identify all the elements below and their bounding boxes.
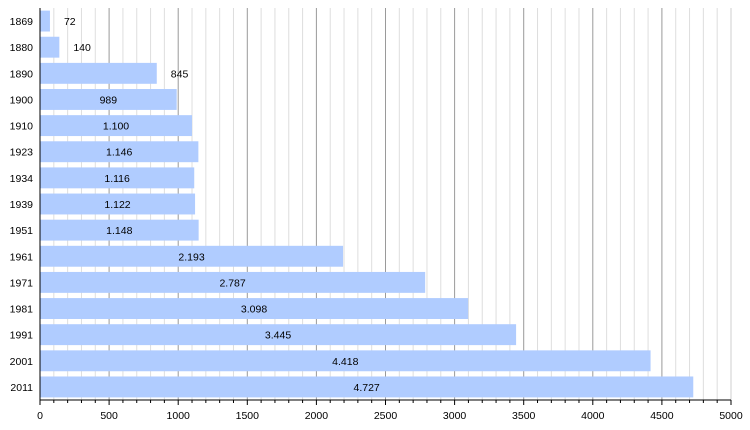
value-label-1981: 3.098 [241,304,267,316]
bar-2001 [40,350,651,372]
value-label-1951: 1.148 [106,225,132,237]
category-label-1890: 1890 [10,68,34,80]
x-tick-label-2500: 2500 [374,410,398,422]
x-tick-label-1000: 1000 [167,410,191,422]
bar-1880 [40,36,60,58]
category-label-1923: 1923 [10,147,34,159]
x-tick-label-3500: 3500 [512,410,536,422]
value-label-1934: 1.116 [104,173,130,185]
bar-1923 [40,141,199,163]
bar-1991 [40,324,517,346]
bar-1910 [40,115,193,137]
x-tick-label-0: 0 [37,410,43,422]
value-label-1910: 1.100 [103,121,129,133]
category-label-1961: 1961 [10,251,34,263]
value-labels: 72 140 845 989 1.100 1.146 1.116 1.122 1.148 2.19… [64,16,380,394]
x-tick-label-4500: 4500 [650,410,674,422]
value-label-1923: 1.146 [106,147,132,159]
value-label-1971: 2.787 [219,277,245,289]
value-label-1939: 1.122 [104,199,130,211]
x-tick-label-500: 500 [100,410,118,422]
value-label-1961: 2.193 [178,251,204,263]
value-label-2011: 4.727 [353,382,379,394]
x-tick-label-1500: 1500 [236,410,260,422]
category-label-1900: 1900 [10,94,34,106]
category-label-1951: 1951 [10,225,34,237]
value-label-1869: 72 [64,16,76,28]
value-label-1890: 845 [171,68,189,80]
x-axis: 0 500 1000 1500 2000 2500 3000 3500 4000 4500 5000 [37,8,743,422]
category-label-1939: 1939 [10,199,34,211]
category-label-1971: 1971 [10,277,34,289]
value-label-1880: 140 [73,42,91,54]
bar-1981 [40,298,469,319]
value-label-1900: 989 [100,94,118,106]
x-tick-label-2000: 2000 [305,410,329,422]
category-label-1869: 1869 [10,16,34,28]
category-label-1981: 1981 [10,304,34,316]
bar-1961 [40,245,344,267]
bar-1951 [40,219,199,241]
x-tick-label-5000: 5000 [719,410,743,422]
bar-1934 [40,167,195,189]
x-tick-label-3000: 3000 [443,410,467,422]
bar-1890 [40,62,157,84]
x-tick-label-4000: 4000 [581,410,605,422]
bar-1869 [40,10,50,32]
bars-layer [40,10,694,398]
bar-1939 [40,193,196,215]
bar-1900 [40,89,177,110]
category-label-1934: 1934 [10,173,34,185]
category-label-1880: 1880 [10,42,34,54]
value-label-1991: 3.445 [265,330,291,342]
category-label-2001: 2001 [10,356,34,368]
category-label-2011: 2011 [10,382,33,394]
category-labels: 1869 1880 1890 1900 1910 1923 1934 1939 1951 1961… [10,16,34,394]
category-label-1910: 1910 [10,121,34,133]
bar-1971 [40,271,426,293]
bar-2011 [40,376,694,398]
value-label-2001: 4.418 [332,356,358,368]
category-label-1991: 1991 [10,330,34,342]
